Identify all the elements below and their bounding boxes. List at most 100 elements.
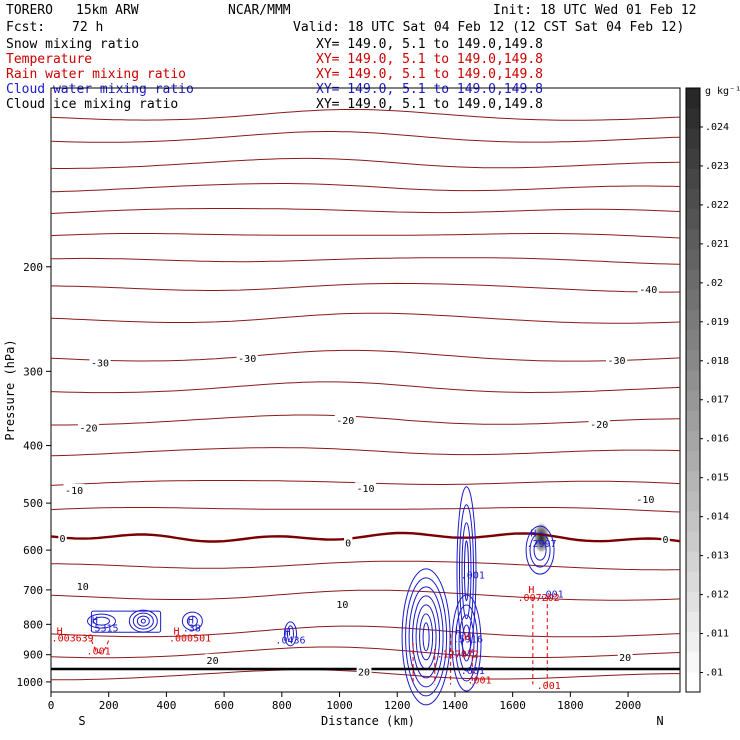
temperature-label-bg [58,531,67,543]
temperature-label: 20 [207,656,219,667]
legend-label-cloud-water: Cloud water mixing ratio [6,82,194,97]
temperature-label-bg [63,483,85,495]
field-legend: Snow mixing ratio XY= 149.0, 5.1 to 149.… [6,37,543,112]
y-tick-label: 300 [23,365,43,378]
colorbar-segment [686,530,700,552]
colorbar-segment [686,631,700,653]
colorbar-tick-label: .012 [705,590,729,601]
y-tick-label: 700 [23,584,43,597]
cloud-water-ring [132,612,154,630]
temperature-contour-line [50,282,681,293]
colorbar-tick-label: .015 [705,473,729,484]
x-tick-label: 200 [99,699,119,712]
temperature-label: -30 [91,359,109,370]
temperature-label-bg [75,580,91,592]
plot-frame [50,87,681,693]
colorbar-segment [686,390,700,411]
cloud-water-label: .5916 [453,634,483,645]
colorbar-segment [686,309,700,331]
colorbar-segment [686,168,700,190]
cloud-water-region-box [90,610,162,633]
colorbar: g kg⁻¹ .024 .023 .022 .021 .02 .019 .018 .017 .0… [685,86,740,693]
cloud-water-ring [412,595,441,679]
colorbar-tick-label: .018 [705,356,729,367]
temperature-label-bg [588,418,610,430]
x-tick-label: 1800 [557,699,584,712]
endpoint-right: N [656,714,663,728]
cloud-water-label: .001 [461,666,485,677]
rain-water-label: .127072 [437,649,479,660]
colorbar-tick-label: .011 [705,629,729,640]
temperature-label: -40 [639,285,657,296]
x-tick-label: 1400 [442,699,469,712]
colorbar-frame [685,87,701,693]
y-tick-label: 500 [23,497,43,510]
cloud-water-ring [525,525,555,575]
colorbar-tick-label: .017 [705,395,729,406]
temperature-contour-line [50,109,681,121]
cloud-water-ring [86,613,116,629]
temperature-contour-line [50,531,681,543]
y-axis-label: Pressure (hPa) [3,339,17,440]
temperature-label-bg [354,482,377,494]
x-axis-label: Distance (km) [321,714,415,728]
temperature-label: -10 [356,484,374,495]
temperature-label: -10 [636,495,654,506]
cloud-water-ring [456,486,477,656]
temperature-label-bg [89,356,111,368]
cloud-water-ring [405,577,448,697]
colorbar-tick-label: .022 [705,200,729,211]
temperature-contour-line [50,157,681,169]
colorbar-tick-label: .016 [705,434,729,445]
temperature-contour-line [50,646,681,659]
colorbar-segment [686,611,700,633]
cloud-water-label: .5315 [88,624,118,635]
y-tick-label: 1000 [17,676,44,689]
cloud-water-label: H [188,615,194,626]
cloud-water-label: .38 [183,624,201,635]
temperature-label-bg [205,653,220,665]
legend-xy-snow: XY= 149.0, 5.1 to 149.0,149.8 [316,37,543,52]
cloud-water-ring [92,616,110,626]
colorbar-segment [686,450,700,472]
cloud-water-contours [86,486,555,706]
temperature-label: 10 [336,600,348,611]
cloud-water-ring [454,604,478,682]
temperature-label: -30 [238,354,256,365]
colorbar-segment [686,208,700,230]
temperature-label: 0 [345,538,351,549]
init-time: Init: 18 UTC Wed 01 Feb 12 [493,3,697,18]
cloud-water-ring [419,613,434,661]
rain-water-label: .001 [537,681,561,692]
endpoint-left: S [78,714,85,728]
temperature-label: -20 [590,420,608,431]
cloud-water-ring [533,539,547,561]
legend-xy-temperature: XY= 149.0, 5.1 to 149.0,149.8 [316,52,543,67]
temperature-label-bg [335,598,350,610]
cloud-water-ring [529,532,551,568]
colorbar-segment [686,671,700,693]
cloud-water-ring [463,540,469,602]
colorbar-tick-label: .014 [705,512,729,523]
temperature-label: -30 [607,356,625,367]
rain-water-label: H [464,632,470,643]
cloud-water-label: .2997 [526,539,556,550]
rain-water-label: H [528,585,534,596]
colorbar-segment [686,128,700,149]
cloud-water-ring [136,615,150,627]
x-tick-label: 400 [156,699,176,712]
legend-label-snow: Snow mixing ratio [6,37,139,52]
colorbar-segment [686,88,700,109]
colorbar-tick-label: .01 [705,668,723,679]
legend-label-cloud-ice: Cloud ice mixing ratio [6,97,178,112]
colorbar-segment [686,289,700,310]
colorbar-segment [686,329,700,351]
cloud-water-ring [458,614,475,672]
temperature-label: 0 [60,534,66,545]
cloud-water-ring [283,621,297,647]
colorbar-segment [686,188,700,210]
cloud-water-ring [461,522,472,620]
temperature-label-bg [236,352,258,364]
cloud-water-ring [140,618,146,624]
